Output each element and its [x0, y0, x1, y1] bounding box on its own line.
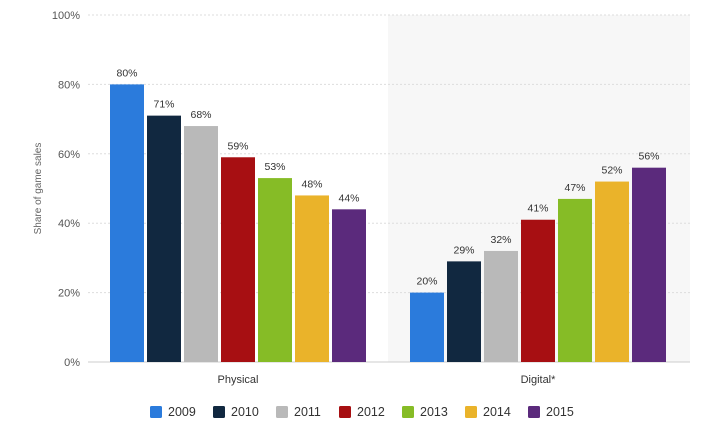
legend-item: 2013 — [402, 405, 448, 419]
legend-item: 2010 — [213, 405, 259, 419]
bar — [447, 261, 481, 362]
legend-label: 2010 — [231, 405, 259, 419]
data-label: 47% — [564, 182, 585, 194]
bar — [295, 195, 329, 362]
legend-item: 2014 — [465, 405, 511, 419]
bar — [184, 126, 218, 362]
legend-swatch — [213, 406, 225, 418]
legend-swatch — [465, 406, 477, 418]
legend-label: 2015 — [546, 405, 574, 419]
x-axis: Physical Digital* — [218, 374, 557, 386]
y-axis: 0% 20% 40% 60% 80% 100% — [52, 10, 80, 369]
data-label: 41% — [527, 203, 548, 215]
y-axis-label: Share of game sales — [33, 143, 44, 235]
bar — [332, 209, 366, 362]
bar — [147, 115, 181, 362]
legend-label: 2014 — [483, 405, 511, 419]
legend-item: 2011 — [276, 405, 321, 419]
data-label: 53% — [264, 161, 285, 173]
bar — [110, 84, 144, 363]
legend-swatch — [528, 406, 540, 418]
legend-label: 2013 — [420, 405, 448, 419]
data-label: 68% — [190, 109, 211, 121]
y-tick-label: 40% — [58, 218, 80, 230]
legend: 2009 2010 2011 2012 2013 2014 2015 — [150, 405, 574, 419]
data-label: 52% — [601, 165, 622, 177]
data-label: 20% — [416, 276, 437, 288]
y-tick-label: 0% — [64, 357, 80, 369]
bar — [595, 181, 629, 362]
legend-swatch — [150, 406, 162, 418]
legend-item: 2009 — [150, 405, 196, 419]
bar — [410, 292, 444, 362]
legend-label: 2012 — [357, 405, 385, 419]
legend-item: 2012 — [339, 405, 385, 419]
legend-item: 2015 — [528, 405, 574, 419]
bar — [484, 250, 518, 362]
data-labels: 80% 71% 68% 59% 53% 48% 44% 20% 29% 32% 41% 47% 52% 5… — [116, 67, 659, 287]
data-label: 48% — [301, 178, 322, 190]
y-tick-label: 100% — [52, 10, 80, 22]
bar — [258, 178, 292, 362]
bar — [521, 219, 555, 362]
legend-swatch — [276, 406, 288, 418]
y-tick-label: 20% — [58, 288, 80, 300]
data-label: 59% — [227, 140, 248, 152]
data-label: 32% — [490, 234, 511, 246]
x-tick-label: Digital* — [521, 374, 557, 386]
data-label: 44% — [338, 192, 359, 204]
bar — [558, 198, 592, 362]
legend-label: 2011 — [294, 405, 321, 419]
legend-label: 2009 — [168, 405, 196, 419]
data-label: 29% — [453, 244, 474, 256]
y-tick-label: 80% — [58, 79, 80, 91]
bar — [221, 157, 255, 362]
legend-swatch — [402, 406, 414, 418]
bars — [110, 84, 666, 363]
legend-swatch — [339, 406, 351, 418]
x-tick-label: Physical — [218, 374, 259, 386]
data-label: 71% — [153, 99, 174, 111]
data-label: 56% — [638, 151, 659, 163]
bar — [632, 167, 666, 362]
data-label: 80% — [116, 67, 137, 79]
y-tick-label: 60% — [58, 149, 80, 161]
